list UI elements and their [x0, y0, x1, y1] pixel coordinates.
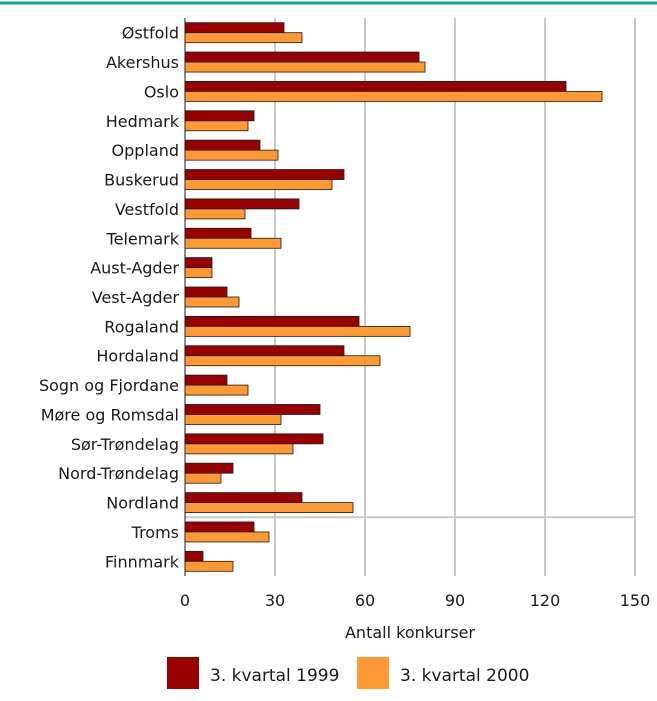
bar-2000-7	[184, 237, 282, 249]
bar-2000-13	[184, 414, 282, 425]
bar-2000-17	[184, 531, 270, 543]
x-tick-label-120: 120	[530, 591, 561, 610]
grid	[184, 18, 636, 576]
bar-1999-12	[184, 374, 228, 386]
category-label-0: Østfold	[122, 24, 179, 43]
category-label-3: Hedmark	[106, 112, 180, 131]
category-label-7: Telemark	[106, 229, 180, 248]
legend-swatch-2000	[357, 657, 389, 689]
bar-1999-18	[184, 550, 204, 562]
category-labels: Østfold Akershus Oslo Hedmark Oppland Buskeru…	[39, 24, 180, 572]
category-label-16: Nordland	[106, 494, 179, 513]
legend-swatch-1999	[167, 657, 199, 689]
x-tick-label-30: 30	[265, 591, 285, 610]
bar-1999-9	[184, 286, 228, 298]
bars	[184, 22, 603, 572]
bar-1999-3	[184, 110, 255, 122]
category-label-11: Hordaland	[96, 347, 179, 366]
category-label-5: Buskerud	[104, 171, 179, 190]
bar-2000-0	[184, 32, 303, 44]
category-label-6: Vestfold	[115, 200, 179, 219]
bar-2000-2	[184, 91, 603, 102]
category-label-10: Rogaland	[104, 317, 179, 336]
bar-1999-8	[184, 257, 213, 269]
bar-1999-7	[184, 227, 252, 239]
x-tick-label-0: 0	[180, 591, 190, 610]
bar-1999-16	[184, 492, 303, 503]
category-label-17: Troms	[131, 523, 179, 542]
bar-1999-17	[184, 521, 255, 533]
bar-2000-10	[184, 325, 411, 337]
bar-2000-9	[184, 296, 240, 308]
bar-2000-16	[184, 502, 354, 513]
legend: 3. kvartal 1999 3. kvartal 2000	[167, 657, 529, 689]
bar-2000-8	[184, 267, 213, 279]
bar-1999-2	[184, 81, 567, 92]
category-label-13: Møre og Romsdal	[41, 405, 179, 424]
bar-1999-15	[184, 462, 234, 474]
bar-1999-1	[184, 51, 420, 63]
x-tick-label-90: 90	[445, 591, 465, 610]
bar-2000-18	[184, 560, 234, 572]
bar-2000-4	[184, 149, 279, 161]
category-label-1: Akershus	[106, 53, 179, 72]
bar-2000-14	[184, 443, 294, 455]
bar-1999-10	[184, 315, 360, 327]
bar-1999-0	[184, 22, 285, 34]
bar-1999-6	[184, 198, 300, 210]
x-axis-label: Antall konkurser	[345, 623, 475, 642]
bar-2000-1	[184, 61, 426, 73]
category-label-14: Sør-Trøndelag	[71, 435, 179, 454]
legend-label-1999: 3. kvartal 1999	[210, 666, 339, 686]
bar-2000-3	[184, 120, 249, 132]
x-tick-label-60: 60	[355, 591, 375, 610]
bar-2000-12	[184, 384, 249, 396]
category-label-12: Sogn og Fjordane	[39, 376, 179, 395]
category-label-9: Vest-Agder	[92, 288, 180, 307]
category-label-18: Finnmark	[105, 552, 180, 571]
category-label-8: Aust-Agder	[90, 259, 179, 278]
bar-1999-11	[184, 345, 345, 357]
bar-2000-11	[184, 355, 381, 367]
bar-2000-15	[184, 472, 222, 484]
category-label-2: Oslo	[144, 82, 179, 101]
bar-2000-5	[184, 179, 333, 190]
x-tick-label-150: 150	[620, 591, 651, 610]
category-label-15: Nord-Trøndelag	[58, 464, 179, 483]
bar-1999-13	[184, 404, 321, 415]
bar-1999-14	[184, 433, 324, 445]
x-tick-labels: 0 30 60 90 120 150	[180, 591, 650, 610]
legend-label-2000: 3. kvartal 2000	[400, 666, 529, 686]
bar-2000-6	[184, 208, 246, 220]
category-label-4: Oppland	[112, 141, 179, 160]
bar-1999-4	[184, 139, 261, 151]
bar-1999-5	[184, 169, 345, 180]
